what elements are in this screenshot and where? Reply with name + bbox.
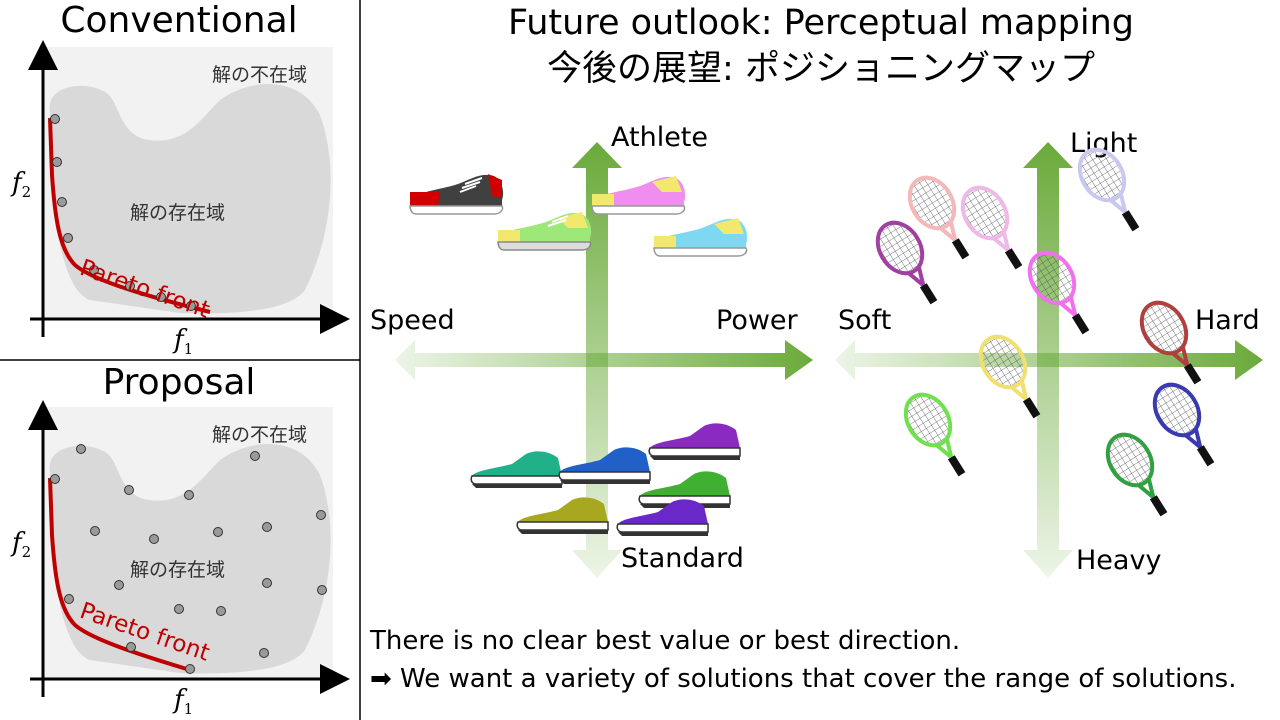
shoe-axis-left-label: Speed — [370, 305, 455, 336]
sneaker-olive — [516, 497, 609, 534]
solution-point — [50, 474, 60, 484]
racket-map — [835, 142, 1263, 578]
solution-point — [124, 485, 134, 495]
main-title-en: Future outlook: Perceptual mapping — [508, 3, 1134, 43]
proposal-plot — [28, 400, 350, 697]
running-shoe-red — [409, 174, 504, 215]
shoe-icons — [409, 174, 748, 536]
proposal-feasible-label: 解の存在域 — [130, 559, 226, 581]
racket-dark-red — [1130, 292, 1217, 395]
sneaker-purple — [648, 423, 741, 460]
solution-point — [126, 642, 136, 652]
solution-point — [114, 580, 124, 590]
conventional-plot — [28, 40, 350, 337]
racket-pink — [951, 177, 1038, 280]
solution-point — [89, 265, 99, 275]
solution-point — [52, 157, 62, 167]
solution-point — [156, 292, 166, 302]
sneaker-violet — [616, 499, 709, 536]
shoe-axis-bottom-label: Standard — [621, 543, 744, 574]
racket-magenta — [1018, 242, 1105, 345]
racket-axis-bottom-label: Heavy — [1076, 545, 1162, 576]
solution-point — [64, 594, 74, 604]
proposal-x-axis-label: f1 — [174, 685, 194, 719]
note-line-2: ➡ We want a variety of solutions that co… — [370, 664, 1237, 694]
solution-point — [184, 490, 194, 500]
solution-point — [262, 578, 272, 588]
conventional-feasible-label: 解の存在域 — [130, 202, 226, 224]
racket-axis-left-label: Soft — [838, 305, 892, 336]
conventional-title: Conventional — [60, 0, 298, 41]
shoe-vertical-axis-arrow — [572, 142, 622, 578]
racket-navy — [1143, 374, 1230, 477]
main-title-jp: 今後の展望: ポジショニングマップ — [547, 49, 1095, 89]
conventional-feasible-region — [49, 84, 331, 314]
solution-point — [262, 522, 272, 532]
racket-dark-green — [1096, 424, 1183, 527]
solution-point — [250, 451, 260, 461]
racket-yellow — [969, 326, 1056, 429]
solution-point — [57, 197, 67, 207]
sneaker-blue — [558, 447, 651, 484]
solution-point — [125, 281, 135, 291]
running-shoe-green-yellow — [497, 212, 592, 251]
solution-point — [186, 301, 196, 311]
conventional-pareto-front — [48, 117, 211, 314]
racket-icons — [866, 139, 1230, 527]
shoe-axis-right-label: Power — [716, 305, 798, 336]
racket-vertical-axis-arrow — [1023, 142, 1073, 578]
shoe-map — [395, 142, 813, 578]
proposal-pareto-front — [48, 477, 191, 672]
racket-green — [894, 384, 981, 487]
solution-point — [90, 526, 100, 536]
running-shoe-pink-yellow — [591, 176, 686, 215]
solution-point — [185, 664, 195, 674]
solution-point — [213, 527, 223, 537]
sneaker-teal — [470, 451, 563, 488]
solution-point — [316, 510, 326, 520]
proposal-infeasible-label: 解の不在域 — [212, 424, 308, 446]
proposal-y-axis-label: f2 — [12, 528, 32, 562]
solution-point — [174, 604, 184, 614]
conventional-infeasible-label: 解の不在域 — [212, 64, 308, 86]
running-shoe-cyan-yellow — [653, 218, 748, 257]
shoe-axis-top-label: Athlete — [611, 122, 709, 153]
solution-point — [216, 606, 226, 616]
conventional-y-axis-label: f2 — [12, 168, 32, 202]
solution-point — [63, 233, 73, 243]
solution-point — [259, 648, 269, 658]
solution-point — [317, 585, 327, 595]
proposal-title: Proposal — [102, 362, 256, 403]
solution-point — [50, 114, 60, 124]
solution-point — [149, 534, 159, 544]
conventional-x-axis-label: f1 — [174, 325, 194, 359]
proposal-feasible-region — [49, 444, 331, 674]
racket-lavender — [1068, 139, 1155, 242]
racket-axis-right-label: Hard — [1195, 305, 1260, 336]
solution-point — [76, 444, 86, 454]
note-line-1: There is no clear best value or best dir… — [370, 626, 961, 656]
